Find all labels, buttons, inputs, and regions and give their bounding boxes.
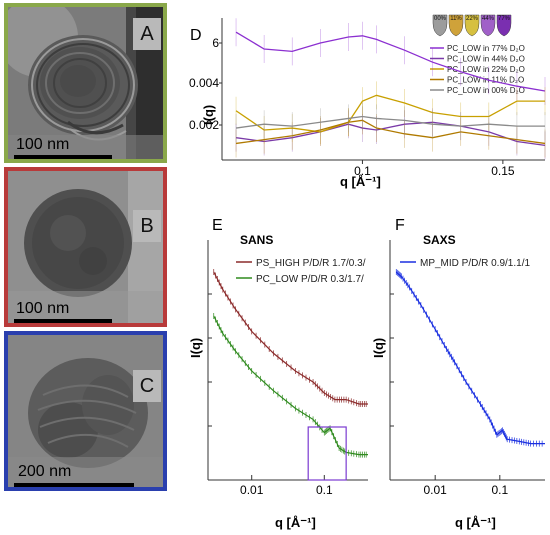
- chart-e-legend-label: PC_LOW P/D/R 0.3/1.7/: [256, 274, 364, 285]
- chart-e: E SANS I(q) q [Å⁻¹] 0.01 0.1 PS_HIGH P/D/R…: [188, 217, 368, 530]
- panel-label-a: A: [133, 18, 161, 50]
- chart-f-legend-label: MP_MID P/D/R 0.9/1.1/1: [420, 258, 530, 269]
- chart-d-legend-icon: [448, 14, 464, 37]
- micrograph-c-image: [8, 335, 163, 487]
- scale-bar-a: [14, 155, 112, 159]
- chart-d-series-line: [235, 115, 545, 129]
- chart-d-x-tick-label: 0.1: [354, 164, 371, 178]
- panel-label-c: C: [133, 370, 161, 402]
- figure-letter-f: F: [395, 217, 405, 234]
- chart-f-series-line: [395, 271, 545, 445]
- chart-d-legend-label: PC_LOW in 77% D₂O: [447, 44, 525, 53]
- figure-letter-e: E: [212, 217, 223, 234]
- micrograph-panel-a: [4, 3, 167, 163]
- scale-label-c: 200 nm: [18, 463, 72, 480]
- chart-d-legend-label: PC_LOW in 22% D₂O: [447, 65, 525, 74]
- chart-d-series-line: [235, 94, 545, 133]
- chart-f-x-tick-label: 0.1: [491, 483, 508, 497]
- figure-letter-d: D: [190, 27, 202, 44]
- chart-e-x-tick-label: 0.01: [240, 483, 264, 497]
- micrograph-panel-c: [4, 331, 167, 491]
- chart-f-xlabel: q [Å⁻¹]: [455, 515, 496, 530]
- chart-d-series-line: [235, 119, 546, 145]
- chart-e-highlight-box: [307, 426, 347, 481]
- chart-d-xlabel: q [Å⁻¹]: [340, 174, 381, 189]
- chart-d-y-tick-label: 0.004: [189, 76, 219, 90]
- chart-d-series-line: [235, 121, 546, 147]
- chart-d-legend-icon: [496, 14, 512, 37]
- scale-bar-b: [14, 319, 112, 323]
- chart-e-x-tick-label: 0.1: [316, 483, 333, 497]
- chart-d-legend-icon: [464, 14, 480, 37]
- scale-bar-c: [14, 483, 134, 487]
- chart-e-ylabel: I(q): [188, 338, 203, 358]
- micrograph-a-image: [8, 7, 163, 159]
- chart-e-series-line: [213, 271, 368, 405]
- chart-d-legend-label: PC_LOW in 11% D₂O: [447, 76, 524, 85]
- chart-d-legend-icon-label: 77%: [498, 16, 511, 22]
- panel-label-b: B: [133, 210, 161, 242]
- micrograph-b-image: [8, 171, 163, 323]
- chart-e-xlabel: q [Å⁻¹]: [275, 515, 316, 530]
- chart-d-legend-label: PC_LOW in 00% D₂O: [447, 86, 525, 95]
- chart-d-legend-icon: [432, 14, 448, 37]
- chart-d-ylabel: I(q): [201, 105, 216, 125]
- chart-f: F SAXS I(q) q [Å⁻¹] 0.01 0.1 MP_MID P/D/R …: [371, 217, 545, 530]
- scale-label-b: 100 nm: [16, 300, 70, 317]
- chart-d-legend-icon-label: 00%: [434, 16, 447, 22]
- chart-f-title: SAXS: [423, 233, 456, 247]
- chart-d-legend-label: PC_LOW in 44% D₂O: [447, 55, 525, 64]
- chart-d-y-tick-label: 6: [212, 36, 219, 50]
- chart-e-legend-label: PS_HIGH P/D/R 1.7/0.3/: [256, 258, 366, 269]
- chart-f-ylabel: I(q): [371, 338, 386, 358]
- chart-d-x-tick-label: 0.15: [491, 164, 515, 178]
- chart-f-x-tick-label: 0.01: [424, 483, 448, 497]
- chart-d-legend-icon: [480, 14, 496, 37]
- micrograph-panel-b: [4, 167, 167, 327]
- chart-d-legend: 00% 11% 22% 44% 77% PC_LOW in 77% D₂O PC_LOW …: [430, 14, 525, 95]
- chart-d-series-line: [235, 31, 546, 92]
- chart-d-legend-icon-label: 11%: [450, 16, 462, 22]
- scale-label-a: 100 nm: [16, 136, 70, 153]
- chart-d-legend-icon-label: 22%: [466, 16, 479, 22]
- chart-d: D I(q) q [Å⁻¹] 00% 11% 22% 44% 77% PC_LOW in…: [189, 14, 546, 189]
- chart-e-series-line: [213, 315, 368, 456]
- chart-e-title: SANS: [240, 233, 273, 247]
- chart-d-y-tick-label: 0.002: [189, 118, 219, 132]
- chart-d-legend-icon-label: 44%: [482, 16, 495, 22]
